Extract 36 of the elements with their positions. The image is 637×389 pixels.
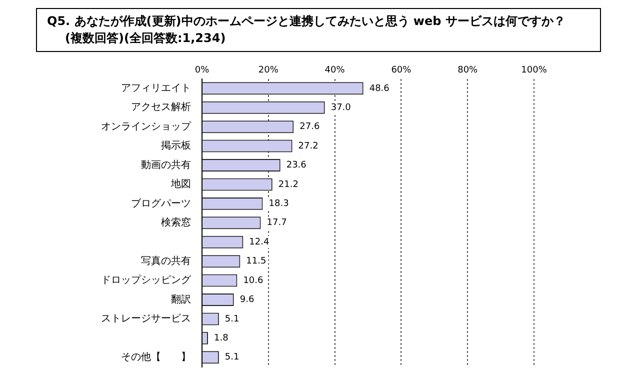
data-label: 27.6 [300, 122, 320, 132]
x-tick-label: 20% [258, 66, 279, 76]
y-tick-label: アフィリエイト [121, 83, 191, 94]
y-tick-label: アクセス解析 [131, 101, 191, 114]
data-label: 37.0 [330, 102, 352, 113]
data-label: 18.3 [268, 199, 289, 210]
data-label: 12.4 [249, 237, 270, 248]
data-label: 27.2 [298, 141, 318, 152]
y-tick-label: 動画の共有 [141, 158, 191, 171]
data-label: 23.6 [286, 160, 307, 171]
y-tick-label: 翻訳 [171, 293, 191, 306]
data-label: 1.8 [214, 334, 229, 344]
x-tick-label: 60% [391, 66, 412, 76]
y-tick-label: オンラインショップ [101, 120, 192, 132]
data-label: 21.2 [278, 180, 298, 190]
data-label: 5.1 [224, 352, 240, 363]
chart-title: Q5. あなたが作成(更新)中のホームページと連携してみたいと思う web サービスは何ですか？ [47, 13, 566, 30]
x-tick-label: 40% [324, 66, 346, 76]
data-label: 17.7 [266, 218, 287, 228]
x-tick-label: 80% [458, 66, 478, 76]
data-label: 5.1 [224, 314, 240, 324]
data-label: 10.6 [243, 276, 264, 286]
y-tick-label: ストレージサービス [101, 314, 191, 325]
data-label: 11.5 [246, 256, 266, 267]
x-tick-label: 0% [194, 66, 210, 76]
y-tick-label: 写真の共有 [141, 254, 191, 267]
chart-subtitle: (複数回答)(全回答数:1,234) [64, 30, 227, 47]
y-tick-label: その他【 】 [121, 350, 191, 363]
x-tick-label: 100% [521, 66, 548, 76]
data-label: 9.6 [240, 295, 254, 306]
y-tick-label: 検索窓 [161, 216, 191, 228]
y-tick-label: ドロップシッピング [101, 274, 192, 286]
y-tick-label: ブログパーツ [131, 197, 191, 210]
y-tick-label: 地図 [170, 178, 191, 190]
y-tick-label: 掲示板 [161, 140, 191, 152]
data-label: 48.6 [369, 84, 390, 94]
